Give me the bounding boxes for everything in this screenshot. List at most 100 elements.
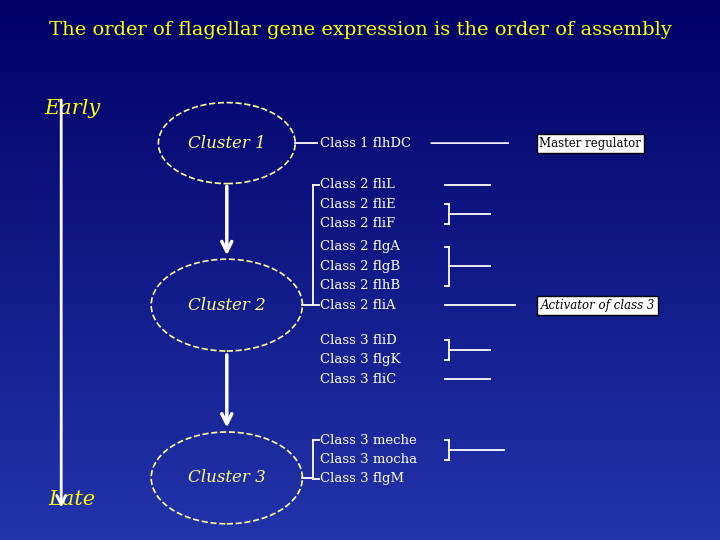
- Bar: [0, 76, 720, 78]
- Bar: [0, 111, 720, 113]
- Bar: [0, 502, 720, 505]
- Bar: [0, 332, 720, 335]
- Bar: [0, 43, 720, 46]
- Bar: [0, 208, 720, 211]
- Bar: [0, 356, 720, 359]
- Bar: [0, 46, 720, 49]
- Bar: [0, 194, 720, 197]
- Bar: [0, 351, 720, 354]
- Bar: [0, 508, 720, 510]
- Bar: [0, 24, 720, 27]
- Bar: [0, 273, 720, 275]
- Bar: [0, 16, 720, 19]
- Bar: [0, 308, 720, 310]
- Bar: [0, 281, 720, 284]
- Bar: [0, 413, 720, 416]
- Bar: [0, 186, 720, 189]
- Text: Class 3 flgK: Class 3 flgK: [320, 353, 401, 366]
- Bar: [0, 184, 720, 186]
- Bar: [0, 383, 720, 386]
- Bar: [0, 176, 720, 178]
- Bar: [0, 248, 720, 251]
- Bar: [0, 40, 720, 43]
- Bar: [0, 59, 720, 62]
- Bar: [0, 213, 720, 216]
- Bar: [0, 297, 720, 300]
- Text: Activator of class 3: Activator of class 3: [541, 299, 654, 312]
- Bar: [0, 424, 720, 427]
- Bar: [0, 289, 720, 292]
- Bar: [0, 127, 720, 130]
- Bar: [0, 148, 720, 151]
- Bar: [0, 173, 720, 176]
- Bar: [0, 454, 720, 456]
- Bar: [0, 132, 720, 135]
- Bar: [0, 68, 720, 70]
- Bar: [0, 481, 720, 483]
- Bar: [0, 494, 720, 497]
- Bar: [0, 535, 720, 537]
- Bar: [0, 389, 720, 392]
- Bar: [0, 302, 720, 305]
- Bar: [0, 181, 720, 184]
- Bar: [0, 154, 720, 157]
- Bar: [0, 316, 720, 319]
- Bar: [0, 167, 720, 170]
- Bar: [0, 227, 720, 229]
- Bar: [0, 529, 720, 532]
- Bar: [0, 235, 720, 238]
- Bar: [0, 432, 720, 435]
- Bar: [0, 202, 720, 205]
- Bar: [0, 49, 720, 51]
- Bar: [0, 11, 720, 14]
- Text: Class 2 flgB: Class 2 flgB: [320, 260, 400, 273]
- Bar: [0, 165, 720, 167]
- Text: Cluster 2: Cluster 2: [188, 296, 266, 314]
- Bar: [0, 270, 720, 273]
- Text: Class 2 fliE: Class 2 fliE: [320, 198, 396, 211]
- Bar: [0, 510, 720, 513]
- Bar: [0, 224, 720, 227]
- Bar: [0, 478, 720, 481]
- Bar: [0, 35, 720, 38]
- Bar: [0, 513, 720, 516]
- Bar: [0, 329, 720, 332]
- Bar: [0, 378, 720, 381]
- Bar: [0, 343, 720, 346]
- Bar: [0, 94, 720, 97]
- Bar: [0, 294, 720, 297]
- Bar: [0, 32, 720, 35]
- Bar: [0, 14, 720, 16]
- Bar: [0, 408, 720, 410]
- Bar: [0, 340, 720, 343]
- Bar: [0, 157, 720, 159]
- Bar: [0, 489, 720, 491]
- Bar: [0, 192, 720, 194]
- Bar: [0, 305, 720, 308]
- Bar: [0, 27, 720, 30]
- Bar: [0, 81, 720, 84]
- Bar: [0, 367, 720, 370]
- Bar: [0, 230, 720, 232]
- Bar: [0, 410, 720, 413]
- Bar: [0, 108, 720, 111]
- Bar: [0, 418, 720, 421]
- Bar: [0, 446, 720, 448]
- Bar: [0, 243, 720, 246]
- Bar: [0, 122, 720, 124]
- Bar: [0, 119, 720, 122]
- Bar: [0, 348, 720, 351]
- Bar: [0, 416, 720, 418]
- Bar: [0, 524, 720, 526]
- Bar: [0, 51, 720, 54]
- Bar: [0, 251, 720, 254]
- Bar: [0, 86, 720, 89]
- Bar: [0, 313, 720, 316]
- Bar: [0, 221, 720, 224]
- Bar: [0, 78, 720, 81]
- Text: Class 2 flgA: Class 2 flgA: [320, 240, 400, 253]
- Bar: [0, 400, 720, 402]
- Bar: [0, 97, 720, 100]
- Bar: [0, 89, 720, 92]
- Bar: [0, 246, 720, 248]
